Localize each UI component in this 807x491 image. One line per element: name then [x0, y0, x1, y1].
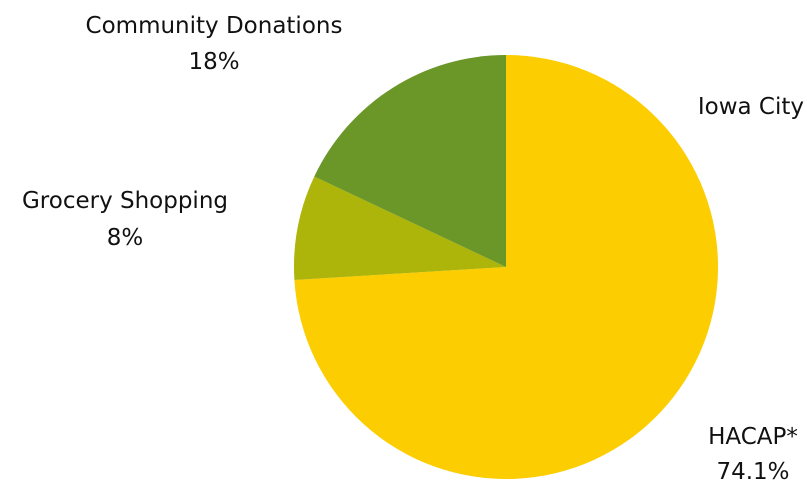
slice-value-community-donations: 18% — [188, 49, 239, 75]
pie-slices — [294, 55, 719, 480]
slice-label-grocery-shopping: Grocery Shopping — [22, 188, 228, 214]
slice-value-hacap: 74.1% — [716, 459, 789, 485]
pie-labels: HACAP* 74.1% Grocery Shopping 8% Community D… — [22, 13, 798, 485]
pie-slice-community-donations — [314, 55, 506, 267]
slice-label-community-donations: Community Donations — [86, 13, 343, 39]
chart-title: Iowa City — [698, 94, 804, 120]
slice-label-hacap: HACAP* — [708, 424, 798, 450]
slice-value-grocery-shopping: 8% — [107, 225, 144, 251]
pie-slice-grocery-shopping — [294, 176, 506, 280]
pie-slice-hacap — [294, 55, 719, 480]
